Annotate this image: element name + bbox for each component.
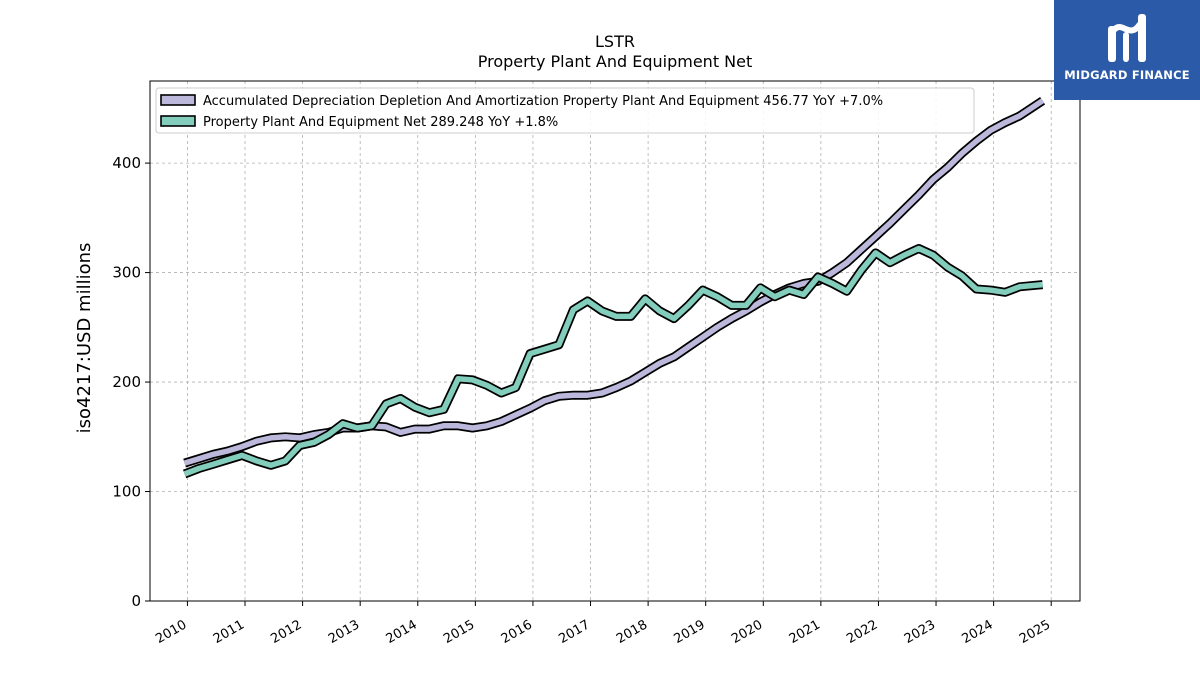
chart-title: LSTR — [595, 32, 635, 51]
x-tick-label: 2022 — [844, 617, 880, 647]
y-tick-label: 100 — [112, 483, 141, 501]
x-tick-label: 2016 — [499, 617, 535, 647]
legend-swatch — [160, 115, 196, 127]
chart-subtitle: Property Plant And Equipment Net — [477, 52, 753, 71]
midgard-finance-logo: MIDGARD FINANCE — [1054, 0, 1200, 100]
y-tick-label: 400 — [112, 154, 141, 172]
legend-label: Property Plant And Equipment Net 289.248… — [203, 115, 558, 130]
x-tick-label: 2013 — [326, 617, 362, 647]
midgard-logo-icon — [1108, 14, 1146, 62]
y-axis-label: iso4217:USD millions — [74, 243, 95, 434]
x-tick-label: 2019 — [672, 617, 708, 647]
logo-wordmark: MIDGARD FINANCE — [1064, 68, 1190, 82]
plot-frame — [149, 80, 1081, 602]
axes: 0 100 200 300 400 2010 2011 2012 2013 2014 2015 201… — [112, 154, 1053, 647]
legend-box — [155, 87, 975, 134]
grid — [150, 81, 1080, 601]
x-tick-label: 2024 — [959, 617, 995, 647]
y-tick-label: 0 — [131, 592, 141, 610]
x-tick-label: 2025 — [1017, 617, 1053, 647]
y-tick-label: 300 — [112, 264, 141, 282]
x-tick-label: 2015 — [441, 617, 477, 647]
x-tick-label: 2010 — [153, 617, 189, 647]
series-1-outline — [183, 96, 1046, 468]
legend: Accumulated Depreciation Depletion And A… — [155, 87, 975, 134]
x-tick-label: 2020 — [729, 617, 765, 647]
series-1-line — [183, 98, 1045, 466]
x-tick-label: 2011 — [211, 617, 247, 647]
x-tick-label: 2017 — [556, 617, 592, 647]
y-tick-label: 200 — [112, 373, 141, 391]
legend-swatch — [160, 94, 196, 106]
x-tick-label: 2023 — [902, 617, 938, 647]
series-lines — [182, 96, 1046, 479]
legend-label: Accumulated Depreciation Depletion And A… — [203, 94, 883, 109]
series-2-line — [183, 245, 1043, 477]
x-tick-label: 2012 — [268, 617, 304, 647]
x-tick-label: 2014 — [384, 617, 420, 647]
x-tick-label: 2018 — [614, 617, 650, 647]
x-tick-label: 2021 — [787, 617, 823, 647]
